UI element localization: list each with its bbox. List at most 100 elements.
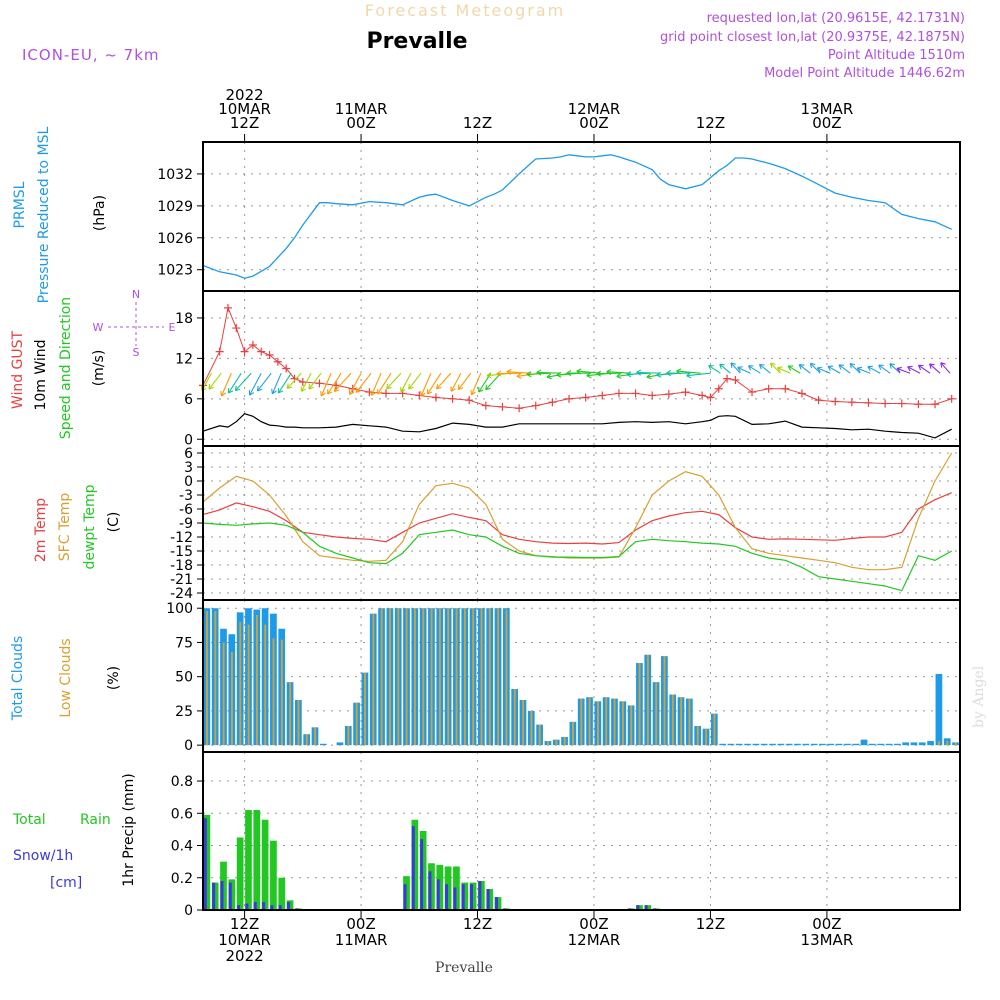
low-clouds-bar [954,742,957,746]
gust-marker [240,347,249,356]
low-clouds-bar [538,724,541,746]
rain-bar [253,810,261,910]
snow-bar [445,884,449,910]
wind-arrow-head [327,389,333,395]
wind-arrow [457,372,472,390]
low-clouds-bar [638,662,641,746]
wind-arrow [896,367,911,374]
y-tick-label: 0 [184,432,193,448]
gust-marker [531,401,540,410]
wind-arrow-head [827,365,834,371]
total-clouds-bar [910,742,918,746]
wind-arrow-head [730,362,736,368]
gust-marker [223,303,232,312]
total-clouds-bar [752,743,760,746]
wind-arrow [636,371,661,374]
point-altitude: Point Altitude 1510m [828,48,965,63]
wind-panel-labels: Wind GUST 10m Wind Speed and Direction (… [10,297,107,439]
low-clouds-bar [705,728,708,746]
wind-arrow-head [556,371,562,378]
low-clouds-bar [305,734,308,746]
wind-arrow-head [496,370,502,377]
wind-arrow [737,366,751,374]
wind-arrow-head [234,385,241,392]
low-clouds-bar [630,705,633,746]
total-clouds-bar [319,743,327,746]
gust-marker [481,401,490,410]
snow-bar [220,880,224,910]
low-clouds-bar [447,608,450,746]
gust-marker [781,384,790,393]
wind-arrow [918,364,931,374]
wind-series-line [202,413,952,439]
rain-bar [453,866,460,910]
snow-bar [420,839,424,910]
top-time-label: 2022 [225,86,263,104]
prmsl-desc-label: Pressure Reduced to MSL [36,126,52,303]
gust-marker [847,398,856,407]
wind-arrow [249,372,262,396]
wind-arrow-head [708,365,714,371]
wind-arrow-head [355,387,362,393]
gust-marker [614,389,623,398]
wind-arrow-head [348,389,355,396]
gust-marker [273,357,282,366]
gust-marker [947,394,956,403]
low-clouds-bar [480,608,483,746]
total-clouds-bar [769,743,776,746]
gust-marker [382,389,391,398]
gust-marker [731,375,740,384]
rain-bar [478,880,485,910]
wind-arrow-head [940,362,946,368]
top-time-label: 11MAR [335,100,388,118]
wind-arrow-head [686,372,692,379]
low-clouds-bar [380,608,383,746]
total-clouds-bar [868,743,876,746]
snow-bar [486,889,490,910]
low-clouds-bar [414,608,416,746]
wind-arrow [355,372,372,393]
wind-arrow-head [889,363,895,369]
gust-marker [257,347,266,356]
rain-bar [644,905,652,910]
wind-arrow-head [516,372,522,379]
wind-arrow [277,372,292,394]
gust-marker [448,394,457,403]
wind-arrow [420,373,432,397]
y-tick-label: 1023 [157,263,193,279]
wind-arrow-head [506,368,512,376]
low-clouds-bar [355,702,358,746]
wind-arrow [485,372,502,391]
compass-south: S [133,346,140,359]
wind-arrow [506,371,531,374]
wind-arrow-head [596,370,602,377]
wind-arrow-head [646,373,652,380]
footer-location: Prevalle [435,960,493,976]
y-tick-label: 50 [175,670,193,686]
top-time-label: 00Z [346,114,375,132]
wind-arrow-head [485,384,491,391]
total-clouds-bar [918,742,926,746]
snow-bar [461,884,465,910]
y-tick-label: -21 [170,572,193,588]
wind-arrow-head [809,362,816,369]
prmsl-unit-label: (hPa) [92,195,108,231]
low-clouds-bar [280,639,283,746]
wind-arrow [929,363,941,374]
bottom-time-label: 10MAR [218,931,271,949]
wind-arrow-head [626,371,632,378]
requested-coords: requested lon,lat (20.9615E, 42.1731N) [707,11,965,26]
snow-bar [262,901,266,910]
rain-bar [436,864,444,910]
wind-arrow-head [666,370,672,377]
total-clouds-bar [777,743,785,746]
gust-marker [864,398,873,407]
low-clouds-bar [438,608,441,746]
snow-bar [286,901,291,910]
y-tick-label: 0 [184,903,193,919]
low-clouds-bar [513,689,516,746]
clouds-unit-label: (%) [106,666,122,690]
gust-marker [681,388,690,397]
low-clouds-bar [422,608,425,746]
y-tick-label: 6 [184,446,193,462]
